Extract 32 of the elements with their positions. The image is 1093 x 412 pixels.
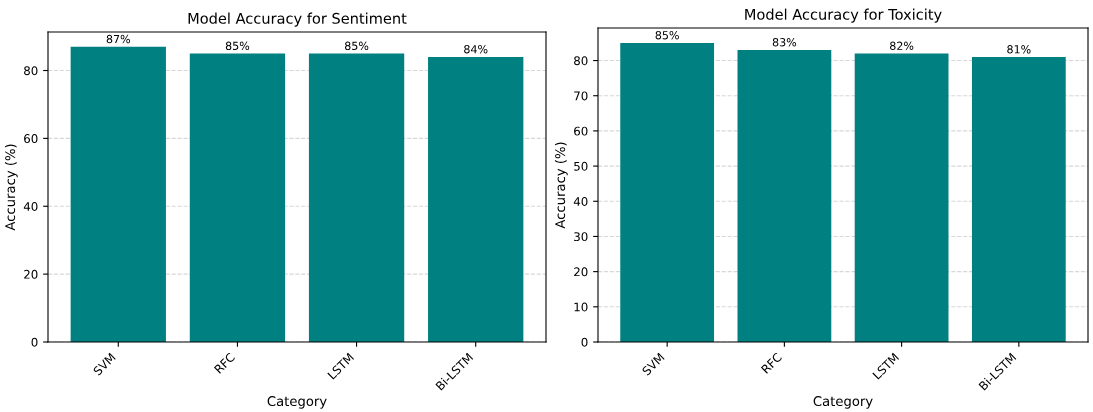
data-label: 82% bbox=[890, 41, 914, 50]
y-tick-label: 0 bbox=[31, 337, 38, 347]
y-tick-label: 0 bbox=[581, 337, 588, 347]
data-label: 84% bbox=[464, 45, 488, 54]
data-label: 85% bbox=[344, 41, 369, 51]
y-tick-label: 20 bbox=[24, 269, 38, 279]
y-tick-label: 40 bbox=[23, 201, 38, 211]
bar bbox=[308, 53, 405, 342]
data-label: 87% bbox=[106, 34, 131, 44]
y-tick-label: 60 bbox=[24, 134, 38, 144]
bar bbox=[428, 56, 524, 342]
y-tick-label: 80 bbox=[24, 66, 38, 76]
y-axis-title: Accuracy (%) bbox=[4, 144, 18, 231]
y-tick-label: 50 bbox=[574, 161, 588, 171]
y-tick-label: 40 bbox=[573, 196, 588, 206]
bar bbox=[70, 46, 166, 342]
data-label: 85% bbox=[225, 41, 250, 51]
data-label: 81% bbox=[1007, 45, 1031, 54]
data-label: 83% bbox=[772, 38, 797, 47]
chart-title: Model Accuracy for Sentiment bbox=[188, 12, 407, 27]
y-tick-label: 80 bbox=[574, 56, 588, 66]
y-tick-label: 60 bbox=[574, 126, 588, 136]
y-tick-label: 70 bbox=[574, 91, 588, 101]
y-axis-title: Accuracy (%) bbox=[554, 142, 568, 229]
x-axis-title: Category bbox=[267, 396, 327, 409]
y-tick-label: 10 bbox=[574, 302, 588, 312]
data-label: 85% bbox=[655, 31, 679, 40]
y-tick-label: 30 bbox=[574, 232, 588, 242]
y-tick-label: 20 bbox=[574, 267, 588, 277]
x-axis-title: Category bbox=[813, 396, 873, 409]
bar bbox=[189, 53, 286, 342]
chart-title: Model Accuracy for Toxicity bbox=[745, 8, 942, 23]
